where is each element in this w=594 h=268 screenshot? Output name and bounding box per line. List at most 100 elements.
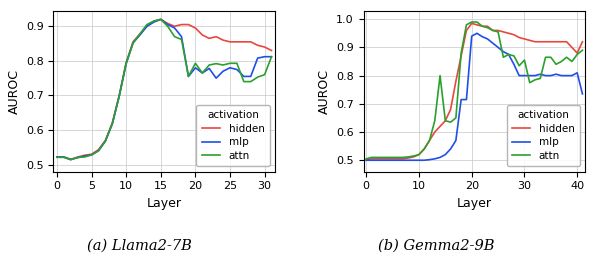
mlp [484, 37, 491, 40]
hidden [479, 25, 486, 28]
mlp [421, 159, 428, 162]
attn [157, 18, 165, 21]
mlp [457, 98, 465, 101]
attn [67, 158, 74, 161]
hidden [157, 18, 165, 21]
mlp [129, 41, 137, 44]
attn [81, 155, 88, 159]
hidden [558, 40, 565, 43]
attn [378, 156, 386, 159]
hidden [568, 46, 576, 49]
hidden [547, 40, 554, 43]
mlp [389, 159, 396, 162]
mlp [426, 158, 433, 161]
hidden [122, 61, 129, 64]
attn [394, 156, 402, 159]
mlp [81, 154, 88, 158]
hidden [400, 157, 407, 161]
mlp [410, 159, 417, 162]
hidden [442, 119, 449, 122]
hidden [542, 40, 549, 43]
attn [164, 25, 171, 28]
mlp [516, 74, 523, 77]
hidden [505, 32, 512, 35]
attn [88, 153, 95, 157]
mlp [268, 55, 275, 58]
mlp [405, 159, 412, 162]
hidden [171, 25, 178, 28]
hidden [516, 36, 523, 39]
hidden [67, 158, 74, 161]
attn [468, 20, 475, 24]
hidden [240, 40, 247, 43]
attn [494, 30, 501, 34]
mlp [137, 33, 144, 36]
attn [400, 156, 407, 159]
hidden [363, 158, 370, 161]
attn [199, 71, 206, 75]
attn [220, 64, 227, 67]
mlp [67, 158, 74, 161]
attn [150, 20, 157, 23]
mlp [394, 159, 402, 162]
Line: attn: attn [57, 19, 271, 160]
mlp [199, 71, 206, 75]
attn [431, 119, 438, 122]
mlp [500, 50, 507, 53]
hidden [426, 139, 433, 142]
mlp [206, 67, 213, 70]
attn [213, 62, 220, 65]
hidden [247, 40, 254, 43]
attn [185, 75, 192, 78]
hidden [373, 157, 380, 161]
attn [510, 54, 517, 57]
hidden [389, 157, 396, 161]
mlp [226, 66, 233, 69]
mlp [261, 55, 268, 58]
attn [102, 139, 109, 143]
attn [489, 29, 497, 32]
attn [552, 63, 560, 66]
hidden [468, 22, 475, 25]
hidden [574, 51, 581, 55]
Text: (a) Llama2-7B: (a) Llama2-7B [87, 239, 192, 252]
mlp [479, 35, 486, 38]
hidden [552, 40, 560, 43]
attn [437, 74, 444, 77]
hidden [213, 35, 220, 38]
attn [405, 155, 412, 158]
mlp [384, 159, 391, 162]
hidden [254, 44, 261, 47]
attn [384, 156, 391, 159]
mlp [468, 35, 475, 38]
attn [268, 55, 275, 58]
mlp [220, 70, 227, 73]
attn [226, 62, 233, 65]
attn [558, 60, 565, 63]
hidden [164, 22, 171, 25]
mlp [157, 18, 165, 21]
attn [415, 153, 422, 156]
mlp [505, 53, 512, 56]
attn [457, 51, 465, 55]
hidden [233, 40, 241, 43]
hidden [473, 23, 481, 27]
mlp [185, 75, 192, 78]
attn [261, 73, 268, 76]
mlp [489, 42, 497, 45]
hidden [484, 25, 491, 28]
mlp [60, 155, 67, 159]
attn [579, 49, 586, 52]
mlp [442, 153, 449, 156]
mlp [431, 157, 438, 161]
attn [240, 80, 247, 83]
Legend: hidden, mlp, attn: hidden, mlp, attn [507, 105, 580, 166]
attn [452, 116, 459, 120]
mlp [579, 92, 586, 96]
hidden [452, 80, 459, 83]
Line: hidden: hidden [57, 19, 271, 159]
mlp [463, 98, 470, 101]
mlp [521, 74, 528, 77]
hidden [421, 147, 428, 151]
attn [421, 147, 428, 151]
